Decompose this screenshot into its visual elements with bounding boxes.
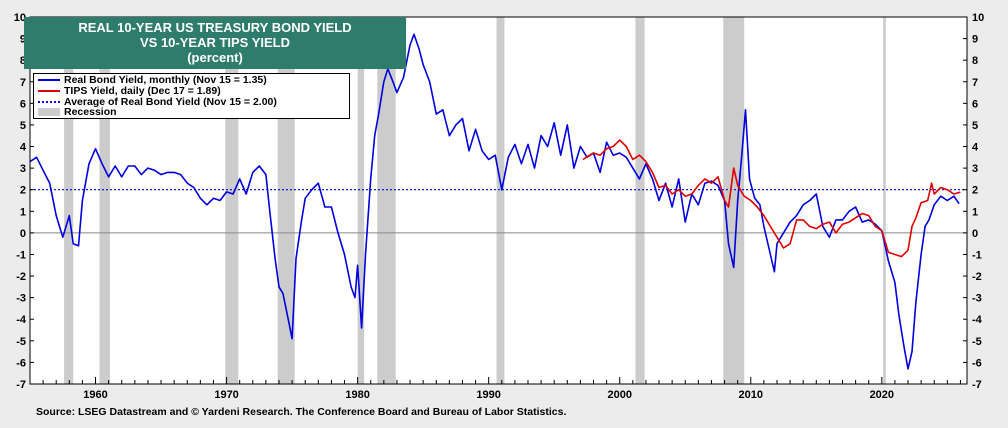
y-tick-label-left: -3 bbox=[16, 293, 26, 305]
legend-label: Average of Real Bond Yield (Nov 15 = 2.0… bbox=[64, 96, 277, 108]
legend-label: TIPS Yield, daily (Dec 17 = 1.89) bbox=[64, 85, 221, 97]
y-tick-label-left: 10 bbox=[14, 12, 26, 24]
y-tick-label-left: -6 bbox=[16, 357, 26, 369]
legend: Real Bond Yield, monthly (Nov 15 = 1.35)… bbox=[33, 73, 350, 119]
recession-band bbox=[357, 17, 365, 384]
y-tick-label-left: 5 bbox=[20, 120, 26, 132]
legend-item-tips-yield: TIPS Yield, daily (Dec 17 = 1.89) bbox=[38, 86, 221, 97]
y-tick-label-left: 7 bbox=[20, 77, 26, 89]
y-tick-label-right: -4 bbox=[972, 314, 983, 326]
y-tick-label-left: -2 bbox=[16, 271, 26, 283]
y-tick-label-left: 4 bbox=[20, 142, 27, 154]
x-tick-label: 1960 bbox=[83, 389, 107, 401]
recession-band bbox=[64, 17, 74, 384]
grid-lines bbox=[30, 189, 967, 234]
chart-unit-label: (percent) bbox=[187, 50, 243, 65]
y-tick-label-right: 4 bbox=[972, 142, 979, 154]
y-tick-label-left: -4 bbox=[16, 314, 27, 326]
legend-swatch-dotted-blue bbox=[38, 101, 60, 104]
recession-band bbox=[496, 17, 505, 384]
legend-item-real-yield: Real Bond Yield, monthly (Nov 15 = 1.35) bbox=[38, 75, 267, 86]
y-tick-label-right: 10 bbox=[972, 12, 984, 24]
y-tick-label-right: 1 bbox=[972, 206, 978, 218]
y-tick-label-right: 3 bbox=[972, 163, 978, 175]
tips-yield-line bbox=[582, 139, 961, 258]
y-tick-label-left: 8 bbox=[20, 55, 26, 67]
chart-subtitle: VS 10-YEAR TIPS YIELD bbox=[139, 35, 291, 50]
y-tick-label-left: 6 bbox=[20, 98, 26, 110]
x-tick-label: 1980 bbox=[345, 389, 369, 401]
legend-item-average: Average of Real Bond Yield (Nov 15 = 2.0… bbox=[38, 97, 277, 108]
y-tick-label-right: 9 bbox=[972, 34, 978, 46]
y-tick-label-right: -6 bbox=[972, 357, 982, 369]
series-lines bbox=[29, 33, 961, 370]
y-tick-label-left: 1 bbox=[20, 206, 26, 218]
legend-swatch-solid-red bbox=[38, 90, 60, 93]
recession-band bbox=[635, 17, 645, 384]
x-tick-label: 2020 bbox=[870, 389, 894, 401]
legend-swatch-recession bbox=[38, 108, 60, 117]
legend-item-recession: Recession bbox=[38, 107, 117, 118]
x-tick-label: 1970 bbox=[214, 389, 238, 401]
recession-band bbox=[723, 17, 745, 384]
y-tick-label-right: 8 bbox=[972, 55, 978, 67]
legend-label: Recession bbox=[64, 106, 117, 118]
y-tick-label-right: -3 bbox=[972, 293, 982, 305]
y-tick-label-right: -5 bbox=[972, 336, 982, 348]
y-tick-label-left: 0 bbox=[20, 228, 26, 240]
legend-label: Real Bond Yield, monthly (Nov 15 = 1.35) bbox=[64, 74, 267, 86]
y-tick-label-left: -1 bbox=[16, 249, 26, 261]
legend-swatch-solid-blue bbox=[38, 79, 60, 82]
recession-band bbox=[99, 17, 110, 384]
y-tick-label-left: -7 bbox=[16, 379, 26, 391]
y-tick-label-right: 5 bbox=[972, 120, 978, 132]
y-tick-label-right: 2 bbox=[972, 185, 978, 197]
y-tick-label-left: -5 bbox=[16, 336, 26, 348]
y-tick-label-left: 9 bbox=[20, 34, 26, 46]
y-tick-label-right: -7 bbox=[972, 379, 982, 391]
y-tick-label-right: 6 bbox=[972, 98, 978, 110]
chart-title-box: REAL 10-YEAR US TREASURY BOND YIELD VS 1… bbox=[24, 17, 406, 69]
x-tick-label: 1990 bbox=[476, 389, 500, 401]
x-tick-label: 2000 bbox=[607, 389, 631, 401]
chart-title: REAL 10-YEAR US TREASURY BOND YIELD bbox=[78, 20, 352, 35]
x-tick-label: 2010 bbox=[739, 389, 763, 401]
axes: -7 -7 -6 -6 -5 -5 -4 -4 -3 -3 -2 -2 -1 -1 0 0 1 1 2 2 3 3 4 4 5 5… bbox=[14, 12, 985, 401]
y-tick-label-right: 0 bbox=[972, 228, 978, 240]
y-tick-label-right: -2 bbox=[972, 271, 982, 283]
plot-frame bbox=[29, 16, 968, 385]
source-note: Source: LSEG Datastream and © Yardeni Re… bbox=[36, 406, 567, 418]
recession-band bbox=[883, 17, 886, 384]
y-tick-label-left: 2 bbox=[20, 185, 26, 197]
recession-band bbox=[377, 17, 396, 384]
y-tick-label-right: 7 bbox=[972, 77, 978, 89]
y-tick-label-left: 3 bbox=[20, 163, 26, 175]
real-bond-yield-line bbox=[29, 33, 960, 370]
y-tick-label-right: -1 bbox=[972, 249, 982, 261]
